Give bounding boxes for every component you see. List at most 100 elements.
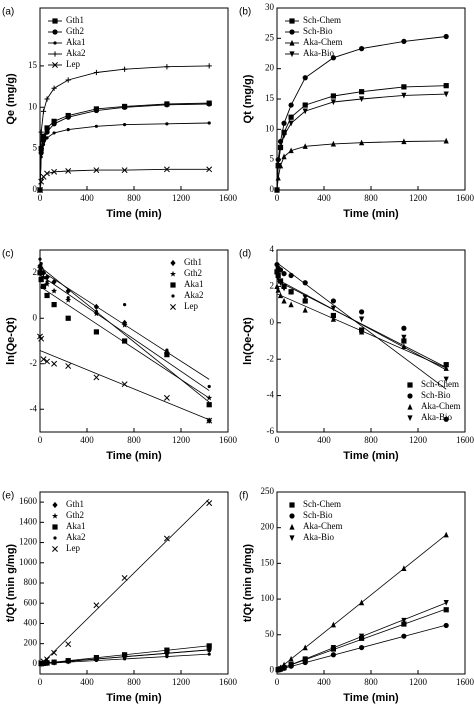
panel-label: (d) bbox=[239, 249, 251, 260]
data-point bbox=[302, 298, 308, 304]
data-point bbox=[45, 661, 49, 665]
data-point bbox=[51, 168, 58, 175]
data-point bbox=[123, 123, 127, 127]
data-point bbox=[281, 120, 287, 126]
x-tick-label: 400 bbox=[317, 193, 331, 203]
legend-label: Aka1 bbox=[184, 279, 204, 289]
data-point bbox=[443, 622, 449, 629]
legend-label: Aka1 bbox=[66, 521, 86, 531]
data-point bbox=[288, 301, 294, 308]
trend-line bbox=[39, 274, 210, 391]
y-tick-label: -4 bbox=[30, 403, 38, 413]
y-axis-label: Qe (mg/g) bbox=[5, 73, 17, 125]
data-point bbox=[359, 633, 365, 640]
data-point bbox=[93, 167, 100, 174]
data-point bbox=[40, 108, 47, 115]
legend-label: Sch-Bio bbox=[421, 390, 451, 400]
trend-line bbox=[276, 262, 447, 390]
data-point bbox=[288, 102, 294, 108]
x-axis-label: Time (min) bbox=[343, 692, 399, 704]
panel-label: (e) bbox=[2, 491, 14, 502]
data-point bbox=[65, 296, 72, 303]
series-line bbox=[39, 102, 210, 191]
data-point bbox=[401, 92, 407, 99]
data-point bbox=[330, 140, 336, 147]
data-point bbox=[164, 102, 170, 108]
legend-label: Lep bbox=[66, 543, 80, 553]
data-point bbox=[359, 96, 365, 103]
data-point bbox=[38, 178, 45, 185]
data-point bbox=[359, 644, 365, 651]
y-tick-label: 600 bbox=[24, 597, 38, 607]
legend-label: Aka2 bbox=[66, 532, 86, 542]
data-point bbox=[44, 358, 51, 365]
panel: (c) Time (min) ln(Qe-Qt) 0 400 800 1200 1600 -4 -… bbox=[2, 249, 238, 462]
data-point bbox=[443, 137, 449, 144]
legend-label: Gth1 bbox=[66, 499, 84, 509]
y-tick-label: 50 bbox=[265, 629, 275, 639]
y-tick-label: 25 bbox=[265, 32, 275, 42]
data-point bbox=[443, 83, 449, 89]
data-point bbox=[122, 104, 128, 110]
legend-marker bbox=[289, 502, 295, 508]
series-line bbox=[276, 140, 447, 191]
data-point bbox=[39, 262, 43, 266]
data-point bbox=[38, 276, 44, 283]
data-point bbox=[401, 38, 407, 44]
data-point bbox=[41, 271, 46, 275]
data-point bbox=[66, 296, 70, 300]
data-point bbox=[288, 662, 294, 668]
data-point bbox=[41, 142, 46, 147]
y-tick-label: 2 bbox=[33, 267, 38, 277]
data-point bbox=[207, 384, 211, 389]
data-point bbox=[93, 303, 99, 310]
data-point bbox=[302, 306, 308, 313]
data-point bbox=[330, 312, 336, 319]
data-point bbox=[330, 93, 336, 99]
data-point bbox=[121, 381, 128, 388]
legend-marker bbox=[52, 51, 58, 57]
legend-label: Aka2 bbox=[184, 290, 204, 300]
legend-label: Aka-Chem bbox=[303, 521, 343, 531]
data-point bbox=[52, 131, 56, 135]
data-point bbox=[443, 600, 449, 606]
data-point bbox=[206, 394, 213, 401]
y-tick-label: 0 bbox=[33, 184, 38, 194]
x-axis-label: Time (min) bbox=[106, 450, 162, 462]
data-point bbox=[330, 644, 336, 651]
data-point bbox=[94, 124, 98, 128]
x-tick-label: 400 bbox=[317, 677, 331, 687]
data-point bbox=[40, 658, 47, 665]
data-point bbox=[121, 321, 128, 328]
data-point bbox=[206, 63, 212, 69]
data-point bbox=[302, 656, 308, 663]
data-point bbox=[302, 75, 308, 81]
legend-marker bbox=[52, 524, 58, 530]
legend-marker bbox=[53, 41, 57, 45]
y-tick-label: 5 bbox=[33, 143, 38, 153]
data-point bbox=[93, 329, 99, 335]
series-line bbox=[276, 36, 447, 191]
data-point bbox=[93, 107, 99, 114]
legend-marker bbox=[407, 382, 413, 388]
data-point bbox=[163, 535, 170, 542]
data-point bbox=[122, 66, 128, 72]
legend-marker bbox=[289, 39, 295, 46]
data-point bbox=[94, 309, 98, 314]
x-tick-label: 1600 bbox=[456, 193, 474, 203]
data-point bbox=[66, 660, 70, 664]
legend-marker bbox=[52, 546, 58, 552]
legend-label: Sch-Bio bbox=[303, 510, 333, 520]
y-tick-label: 0 bbox=[270, 664, 275, 674]
data-point bbox=[44, 280, 51, 287]
data-point bbox=[40, 283, 47, 289]
data-point bbox=[359, 316, 365, 323]
legend-marker bbox=[52, 18, 58, 24]
y-tick-label: 400 bbox=[24, 618, 38, 628]
x-tick-label: 1600 bbox=[456, 435, 474, 445]
data-point bbox=[302, 102, 308, 108]
data-point bbox=[207, 652, 211, 656]
x-axis-label: Time (min) bbox=[343, 450, 399, 462]
data-point bbox=[163, 166, 170, 173]
x-tick-label: 1200 bbox=[409, 677, 428, 687]
